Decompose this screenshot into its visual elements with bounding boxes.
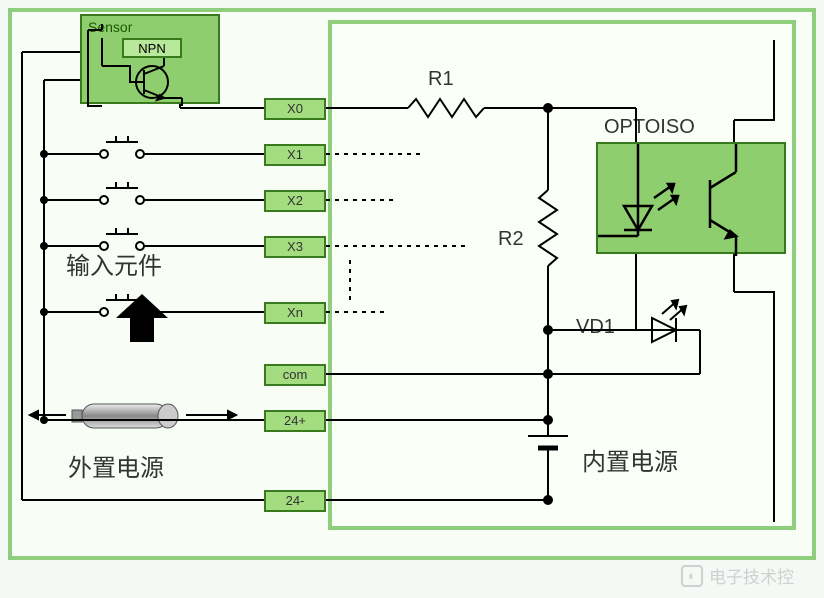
wechat-icon: ◐ bbox=[681, 565, 703, 587]
diagram-canvas: Sensor NPN X0 X1 X2 X3 Xn com 24+ bbox=[0, 0, 824, 598]
watermark: ◐ 电子技术控 bbox=[681, 563, 794, 588]
watermark-text: 电子技术控 bbox=[709, 563, 794, 588]
wiring bbox=[0, 0, 824, 598]
